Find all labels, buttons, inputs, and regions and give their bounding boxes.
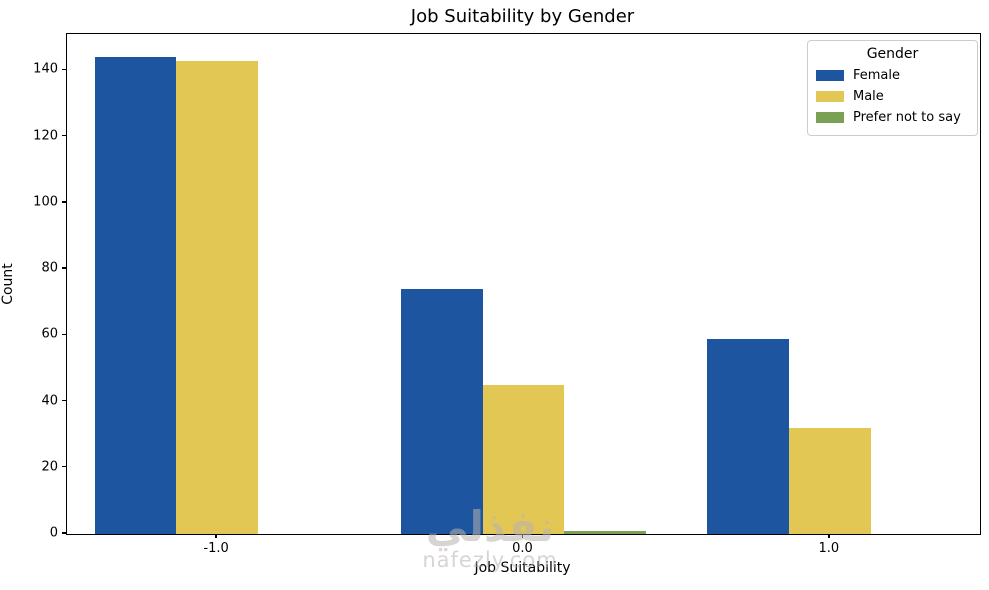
y-tick-mark [62,201,66,203]
legend: Gender Female Male Prefer not to say [807,40,978,136]
legend-items: Female Male Prefer not to say [816,65,969,128]
legend-label: Female [853,68,901,83]
bar-male-1.0 [789,428,871,534]
x-tick-mark [521,534,524,539]
y-tick-label: 120 [33,128,58,144]
y-tick-label: 60 [41,326,58,342]
legend-item-female: Female [816,65,969,86]
bar-male-0.0 [482,385,565,534]
bar-female-1.0 [707,338,789,534]
y-tick-mark [62,466,66,468]
x-tick-label: 0.0 [512,541,533,556]
legend-swatch-icon [816,91,844,102]
legend-swatch-icon [816,70,844,81]
x-tick-label: -1.0 [203,541,229,556]
y-tick-label: 140 [33,61,58,77]
y-tick-label: 20 [41,459,58,475]
y-tick-mark [62,399,66,402]
legend-swatch-icon [816,112,844,123]
legend-label: Male [853,89,884,104]
y-tick-mark [62,68,66,71]
bar-female-0.0 [400,288,483,534]
x-tick-mark [215,534,217,539]
chart-title: Job Suitability by Gender [410,6,635,27]
bar-prefer-not-to-say-0.0 [564,530,647,534]
bar-male--1.0 [176,60,258,534]
legend-item-prefer-not-to-say: Prefer not to say [816,107,969,128]
x-tick-label: 1.0 [818,541,840,556]
y-axis-label: Count [0,263,16,305]
x-tick-mark [828,534,830,539]
y-tick-mark [62,333,66,335]
legend-item-male: Male [816,86,969,107]
y-tick-label: 0 [49,525,58,541]
x-axis-label: Job Suitability [474,560,571,576]
y-tick-label: 100 [33,194,58,210]
y-tick-mark [62,267,66,269]
legend-title: Gender [866,46,919,62]
y-tick-label: 40 [41,393,58,409]
y-tick-mark [62,134,66,137]
y-tick-label: 80 [41,260,58,276]
legend-label: Prefer not to say [853,110,961,125]
y-tick-mark [62,532,66,534]
bar-female--1.0 [94,57,177,534]
